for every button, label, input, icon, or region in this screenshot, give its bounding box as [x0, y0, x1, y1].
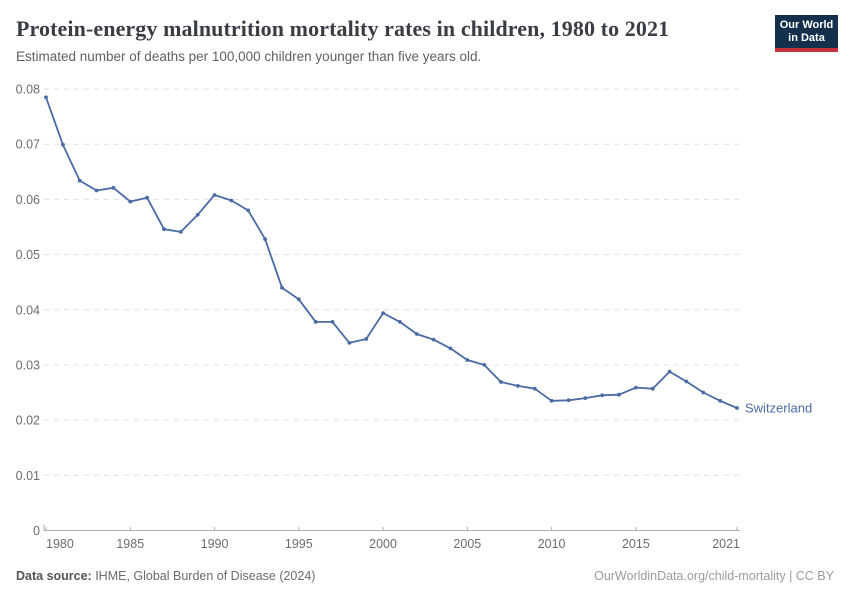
owid-logo-line2: in Data [788, 32, 825, 44]
data-point[interactable] [448, 346, 453, 351]
data-point[interactable] [111, 185, 116, 190]
data-point[interactable] [263, 237, 267, 242]
data-point[interactable] [330, 320, 335, 324]
data-point[interactable] [465, 358, 470, 362]
y-tick-label: 0.04 [16, 303, 40, 317]
data-point[interactable] [735, 406, 739, 410]
owid-logo[interactable]: Our World in Data [775, 15, 838, 52]
data-point[interactable] [44, 95, 48, 100]
data-point[interactable] [431, 337, 436, 342]
x-tick-label: 1995 [285, 537, 313, 551]
data-point[interactable] [718, 398, 722, 403]
y-tick-label: 0 [33, 524, 40, 538]
data-point[interactable] [364, 337, 369, 341]
y-tick-label: 0.07 [16, 138, 40, 152]
owid-logo-line1: Our World [779, 19, 834, 31]
data-point[interactable] [617, 392, 621, 397]
data-point[interactable] [94, 188, 99, 193]
data-point[interactable] [246, 208, 251, 213]
data-point[interactable] [414, 332, 419, 336]
data-point[interactable] [313, 320, 318, 324]
entity-label-switzerland[interactable]: Switzerland [745, 400, 812, 415]
page-title: Protein-energy malnutrition mortality ra… [16, 16, 670, 41]
data-source: Data source: IHME, Global Burden of Dise… [16, 569, 315, 583]
data-point[interactable] [532, 386, 537, 391]
data-point[interactable] [398, 320, 402, 324]
data-source-value: IHME, Global Burden of Disease (2024) [91, 569, 316, 583]
data-point[interactable] [701, 390, 706, 395]
x-tick-label: 1990 [201, 537, 229, 551]
x-tick-label: 2015 [622, 537, 650, 551]
y-tick-label: 0.03 [16, 358, 40, 372]
data-point[interactable] [296, 297, 301, 302]
x-tick-label: 1985 [116, 537, 144, 551]
data-point[interactable] [280, 285, 284, 290]
x-tick-label: 2000 [369, 537, 397, 551]
data-point[interactable] [549, 398, 554, 403]
data-point[interactable] [212, 193, 217, 197]
data-point[interactable] [162, 227, 166, 232]
data-source-label: Data source: [16, 569, 92, 583]
y-tick-label: 0.08 [16, 83, 40, 97]
x-tick-label: 2010 [538, 537, 566, 551]
data-point[interactable] [600, 393, 605, 398]
data-point[interactable] [347, 341, 352, 345]
data-point[interactable] [499, 380, 503, 384]
data-point[interactable] [684, 379, 689, 384]
x-tick-label: 2021 [712, 537, 740, 551]
data-point[interactable] [77, 178, 82, 183]
data-point[interactable] [229, 198, 234, 203]
data-point[interactable] [667, 369, 672, 374]
data-point[interactable] [566, 398, 571, 403]
data-line-switzerland[interactable] [45, 96, 738, 409]
data-point[interactable] [516, 384, 520, 388]
data-point[interactable] [381, 311, 385, 315]
y-tick-label: 0.06 [16, 193, 40, 207]
y-tick-label: 0.01 [16, 469, 40, 483]
y-tick-label: 0.05 [16, 248, 40, 262]
chart-footer: Data source: IHME, Global Burden of Dise… [16, 569, 834, 583]
attribution-link[interactable]: OurWorldinData.org/child-mortality | CC … [594, 569, 834, 583]
data-point[interactable] [195, 212, 200, 217]
chart-subtitle: Estimated number of deaths per 100,000 c… [16, 49, 482, 64]
data-point[interactable] [128, 199, 133, 204]
data-point[interactable] [650, 386, 655, 391]
data-point[interactable] [61, 142, 65, 147]
x-tick-label: 1980 [46, 537, 74, 551]
data-point[interactable] [178, 230, 183, 234]
data-point[interactable] [145, 195, 150, 200]
data-point[interactable] [634, 385, 638, 390]
y-tick-label: 0.02 [16, 414, 40, 428]
data-point[interactable] [482, 363, 487, 367]
x-tick-label: 2005 [453, 537, 481, 551]
data-point[interactable] [583, 396, 588, 400]
